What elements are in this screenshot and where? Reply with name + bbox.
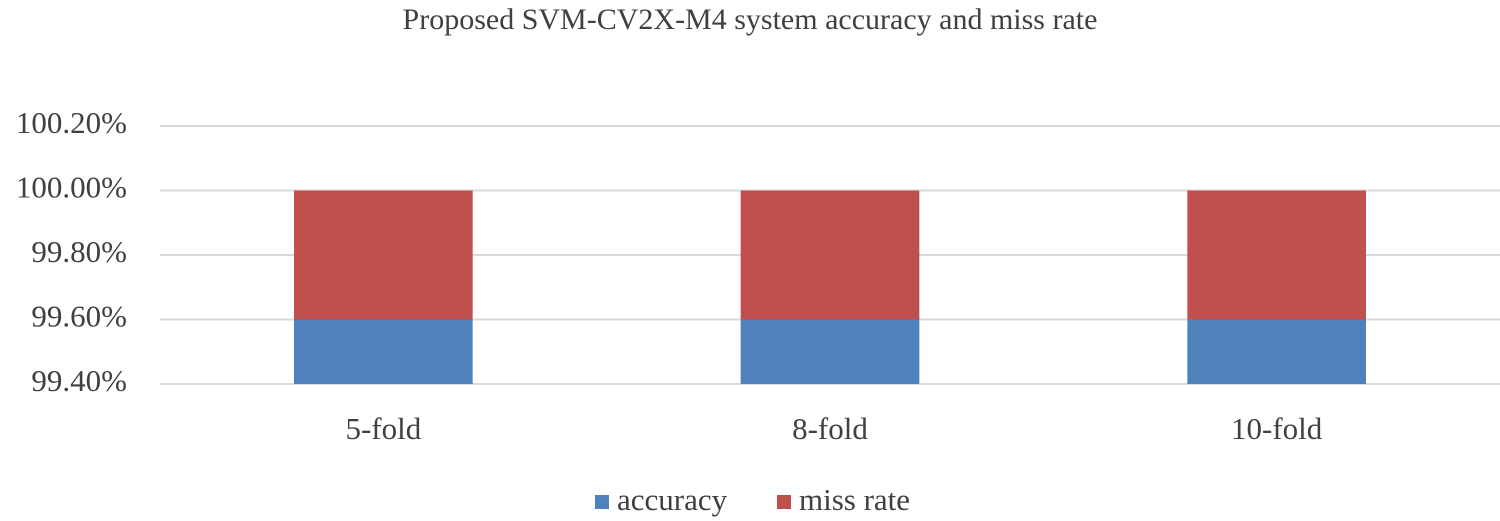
chart-title: Proposed SVM-CV2X-M4 system accuracy and… bbox=[402, 3, 1098, 36]
legend-label: miss rate bbox=[799, 482, 910, 517]
y-tick-label: 99.40% bbox=[31, 363, 127, 398]
legend-swatch bbox=[595, 495, 609, 509]
y-tick-label: 99.60% bbox=[31, 299, 127, 334]
legend-swatch bbox=[777, 495, 791, 509]
bar-segment bbox=[740, 190, 920, 320]
y-tick-label: 100.00% bbox=[16, 170, 127, 205]
x-tick-label: 5-fold bbox=[345, 411, 421, 446]
bar-segment bbox=[1187, 190, 1366, 320]
bar-segment bbox=[1187, 319, 1366, 384]
legend-label: accuracy bbox=[617, 482, 728, 517]
x-tick-label: 8-fold bbox=[792, 411, 868, 446]
y-tick-label: 100.20% bbox=[16, 105, 127, 140]
bar-segment bbox=[294, 319, 473, 384]
x-tick-label: 10-fold bbox=[1231, 411, 1323, 446]
bar-segment bbox=[294, 190, 473, 320]
bar-segment bbox=[740, 319, 920, 384]
y-tick-label: 99.80% bbox=[31, 234, 127, 269]
